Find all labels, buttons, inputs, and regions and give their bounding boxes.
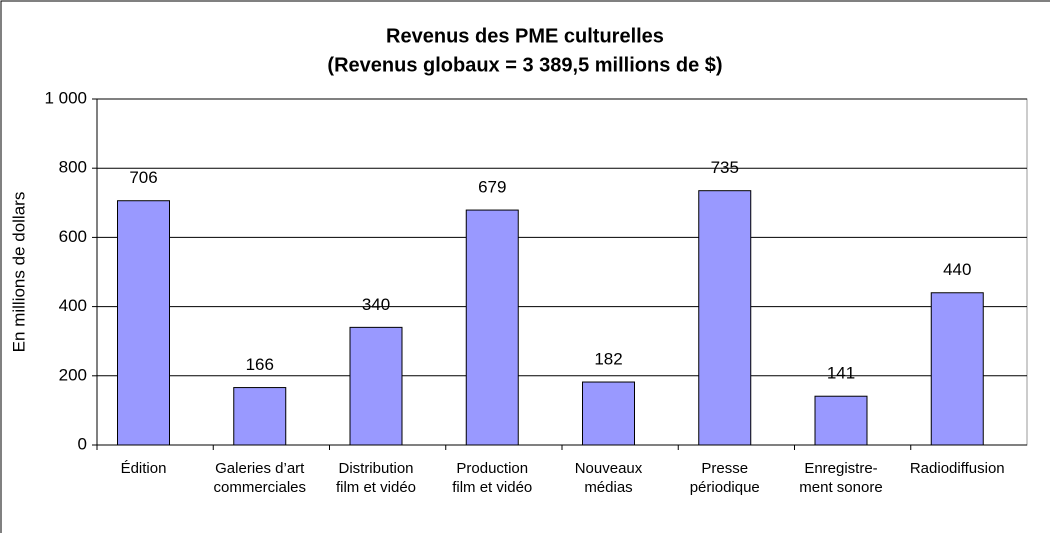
x-tick-label: Édition xyxy=(120,460,167,477)
y-tick-label: 600 xyxy=(59,227,87,246)
bar xyxy=(814,395,868,446)
bar xyxy=(233,387,287,446)
bar xyxy=(349,326,403,446)
y-tick-label: 0 xyxy=(78,434,87,453)
data-label: 706 xyxy=(129,168,157,187)
y-tick-label: 800 xyxy=(59,158,87,177)
chart-subtitle: (Revenus globaux = 3 389,5 millions de $… xyxy=(327,54,722,76)
x-tick-label: Galeries d’art commerciales xyxy=(213,460,307,496)
bar xyxy=(930,292,984,446)
bar xyxy=(698,190,752,446)
bar xyxy=(465,209,519,446)
data-label: 166 xyxy=(246,355,274,374)
x-tick-label: Nouveaux médias xyxy=(574,460,643,496)
x-tick-label: Presse périodique xyxy=(689,460,760,496)
data-label: 141 xyxy=(827,364,855,383)
data-label: 182 xyxy=(594,350,622,369)
chart-title: Revenus des PME culturelles xyxy=(386,25,664,47)
y-tick-label: 1 000 xyxy=(44,88,87,107)
data-label: 735 xyxy=(711,158,739,177)
x-tick-label: Production film et vidéo xyxy=(452,460,533,496)
y-tick-label: 200 xyxy=(59,365,87,384)
x-tick-label: Distribution film et vidéo xyxy=(335,460,417,496)
y-tick-label: 400 xyxy=(59,296,87,315)
bar xyxy=(117,200,170,446)
y-axis-label: En millions de dollars xyxy=(9,192,28,353)
data-label: 679 xyxy=(478,178,506,197)
data-label: 340 xyxy=(362,295,390,314)
x-tick-label: Enregistre- ment sonore xyxy=(799,460,883,496)
x-tick-label: Radiodiffusion xyxy=(909,460,1005,477)
bar xyxy=(582,381,635,446)
data-label: 440 xyxy=(943,260,971,279)
